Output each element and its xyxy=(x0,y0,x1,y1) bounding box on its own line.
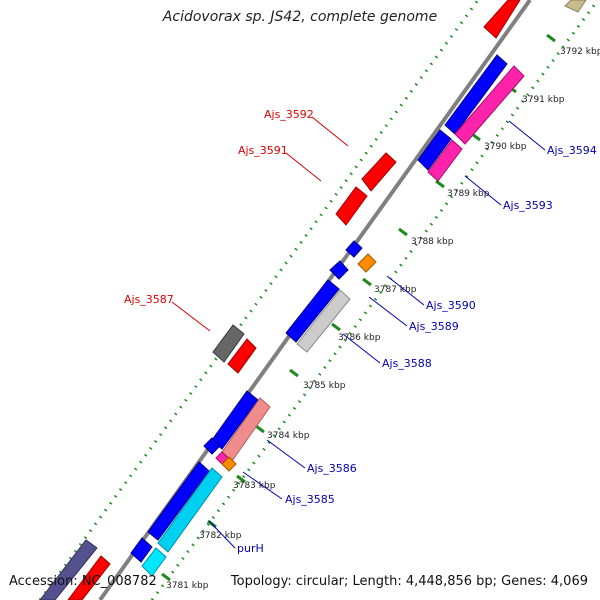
tick-mark xyxy=(236,474,246,484)
gene-feature-ajs-3594[interactable] xyxy=(454,65,525,145)
gene-feature-olive[interactable] xyxy=(564,0,587,13)
label-ajs-3592[interactable]: Ajs_3592 xyxy=(264,108,314,121)
tick-label-3792: 3792 kbp xyxy=(560,47,600,57)
gene-feature-ajs-3594-blue[interactable] xyxy=(444,54,508,135)
gene-feature-purh[interactable] xyxy=(157,467,223,553)
label-ajs-3590[interactable]: Ajs_3590 xyxy=(426,299,476,312)
tick-label-3781: 3781 kbp xyxy=(166,581,209,591)
gene-feature-cyan-bottom[interactable] xyxy=(141,547,167,577)
label-ajs-3594[interactable]: Ajs_3594 xyxy=(547,144,597,157)
tick-mark xyxy=(398,227,408,237)
tick-label-3789: 3789 kbp xyxy=(447,189,490,199)
tick-label-3791: 3791 kbp xyxy=(522,95,565,105)
inner-dotted-line xyxy=(150,0,600,600)
gene-feature-ajs-3590-small[interactable] xyxy=(345,240,363,258)
tick-mark xyxy=(289,368,299,378)
gene-feature-ajs-3585[interactable] xyxy=(221,456,237,472)
topology-text: Topology: circular; Length: 4,448,856 bp… xyxy=(230,574,588,589)
map-title: Acidovorax sp. JS42, complete genome xyxy=(162,9,438,25)
gene-feature-ajs-3587[interactable] xyxy=(227,338,257,374)
leader-line-ajs-3590 xyxy=(386,275,425,306)
tick-label-3785: 3785 kbp xyxy=(303,381,346,391)
outer-dotted-line xyxy=(38,0,480,600)
label-ajs-3585[interactable]: Ajs_3585 xyxy=(285,493,335,506)
leader-line-ajs-3592 xyxy=(311,116,349,147)
tick-mark xyxy=(331,322,341,332)
gene-feature-purh-blue[interactable] xyxy=(147,461,210,541)
forward-strand xyxy=(39,0,521,600)
gene-feature-ajs-3589-small[interactable] xyxy=(329,260,349,280)
leader-line-ajs-3594 xyxy=(508,120,546,151)
gene-feature-forward[interactable] xyxy=(483,0,521,39)
tick-label-3784: 3784 kbp xyxy=(267,431,310,441)
tick-label-3782: 3782 kbp xyxy=(199,531,242,541)
gene-feature-blue-bottom[interactable] xyxy=(130,537,153,563)
gene-feature-ajs-3591[interactable] xyxy=(335,186,368,226)
label-ajs-3588[interactable]: Ajs_3588 xyxy=(382,357,432,370)
label-ajs-3589[interactable]: Ajs_3589 xyxy=(409,320,459,333)
tick-labels: 3781 kbp 3782 kbp 3783 kbp 3784 kbp 3785… xyxy=(166,47,600,591)
tick-label-3787: 3787 kbp xyxy=(374,285,417,295)
leader-line-ajs-3593 xyxy=(464,175,502,206)
gene-feature-ajs-3593-blue[interactable] xyxy=(417,129,452,171)
gene-feature-ajs-3587-grey[interactable] xyxy=(212,324,245,363)
reverse-strand xyxy=(130,0,587,577)
gene-feature-forward-bottom[interactable] xyxy=(67,555,111,600)
tick-mark xyxy=(546,33,556,43)
leader-line-ajs-3589 xyxy=(368,296,408,327)
gene-feature-ajs-3588[interactable] xyxy=(296,289,351,353)
leader-line-ajs-3587 xyxy=(171,301,211,332)
gene-feature-small-blue[interactable] xyxy=(203,437,221,455)
tick-label-3783: 3783 kbp xyxy=(233,481,276,491)
gene-feature-ajs-3593[interactable] xyxy=(427,139,463,182)
tick-mark xyxy=(362,277,372,287)
tick-mark xyxy=(255,424,265,434)
tick-mark xyxy=(435,179,445,189)
leader-line-ajs-3585 xyxy=(242,471,283,500)
leader-line-ajs-3586 xyxy=(266,439,306,469)
tick-label-3788: 3788 kbp xyxy=(411,237,454,247)
label-ajs-3591[interactable]: Ajs_3591 xyxy=(238,144,288,157)
label-ajs-3587[interactable]: Ajs_3587 xyxy=(124,293,174,306)
leader-line-ajs-3588 xyxy=(342,333,381,364)
tick-label-3790: 3790 kbp xyxy=(484,142,527,152)
tick-label-3786: 3786 kbp xyxy=(338,333,381,343)
reverse-labels xyxy=(208,120,546,549)
label-ajs-3586[interactable]: Ajs_3586 xyxy=(307,462,357,475)
label-ajs-3593[interactable]: Ajs_3593 xyxy=(503,199,553,212)
tick-marks xyxy=(161,33,556,582)
tick-mark xyxy=(161,572,171,582)
gene-feature-ajs-3589[interactable] xyxy=(285,279,340,343)
leader-line-ajs-3591 xyxy=(285,152,322,182)
forward-labels xyxy=(171,116,349,332)
gene-feature-ajs-3592[interactable] xyxy=(361,152,397,192)
accession-text: Accession: NC_008782 xyxy=(9,574,157,589)
leader-line-purh xyxy=(208,520,236,549)
gene-feature-ajs-3590[interactable] xyxy=(357,253,377,273)
label-purh[interactable]: purH xyxy=(237,542,264,555)
gene-feature-slate[interactable] xyxy=(39,539,98,600)
